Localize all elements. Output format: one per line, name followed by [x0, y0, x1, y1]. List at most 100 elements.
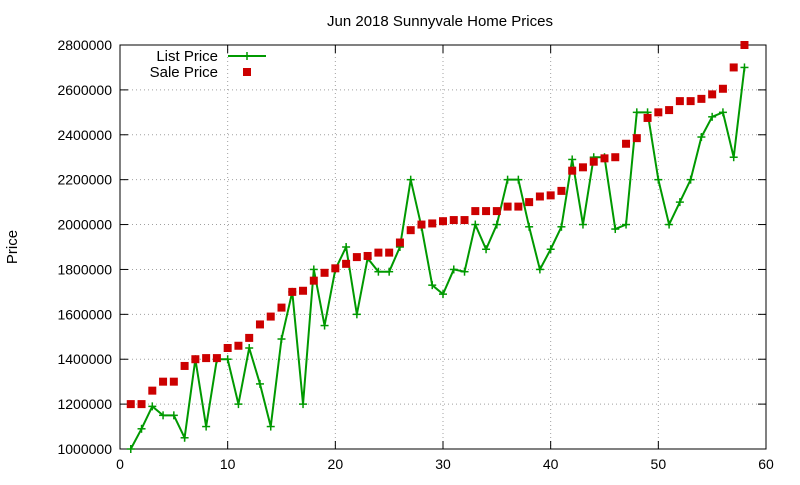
- sale-price-point: [654, 108, 663, 117]
- legend-label: List Price: [156, 48, 218, 65]
- y-tick-label: 1000000: [57, 441, 112, 457]
- sale-price-point: [460, 216, 469, 225]
- sale-price-point: [525, 198, 534, 207]
- sale-price-point: [331, 264, 340, 273]
- chart-title: Jun 2018 Sunnyvale Home Prices: [327, 13, 553, 30]
- sale-price-point: [675, 97, 684, 106]
- sale-price-point: [578, 163, 587, 172]
- sale-price-point: [126, 400, 135, 409]
- y-tick-label: 1800000: [57, 261, 112, 277]
- sale-price-point: [223, 344, 232, 352]
- gridlines: [120, 45, 766, 449]
- list-price-point: [525, 222, 534, 231]
- legend-square-marker: [243, 68, 251, 76]
- sale-price-point: [234, 341, 243, 350]
- sale-price-point: [212, 354, 221, 363]
- x-tick-label: 10: [220, 456, 236, 472]
- list-price-point: [169, 411, 178, 420]
- y-tick-label: 2600000: [57, 82, 112, 98]
- list-price-point: [255, 379, 264, 388]
- list-price-point: [568, 155, 577, 164]
- list-price-point: [385, 267, 394, 276]
- sale-price-point: [740, 41, 749, 49]
- list-price-point: [180, 433, 189, 442]
- list-price-point: [159, 411, 168, 420]
- sale-price-point: [320, 268, 329, 277]
- x-tick-label: 40: [543, 456, 559, 472]
- list-price-point: [277, 335, 286, 344]
- y-tick-label: 2200000: [57, 172, 112, 188]
- list-price-point: [675, 198, 684, 207]
- sale-price-point: [277, 303, 286, 312]
- sale-price-point: [535, 192, 544, 201]
- list-price-point: [514, 175, 523, 184]
- list-price-point: [546, 245, 555, 254]
- list-price-point: [718, 108, 727, 117]
- list-price-point: [654, 175, 663, 184]
- sale-price-point: [718, 84, 727, 93]
- list-price-point: [439, 290, 447, 299]
- sale-price-point: [395, 238, 404, 247]
- sale-price-point: [708, 90, 717, 99]
- list-price-point: [234, 400, 243, 409]
- sale-price-point: [255, 320, 264, 329]
- sale-price-point: [622, 139, 631, 148]
- sale-price-point: [309, 276, 318, 285]
- sale-price-point: [611, 153, 620, 162]
- sale-price-point: [245, 333, 254, 342]
- sale-price-point: [137, 400, 146, 409]
- list-price-point: [137, 424, 146, 433]
- sale-price-point: [665, 106, 674, 115]
- sale-price-point: [589, 157, 598, 166]
- x-tick-label: 20: [328, 456, 344, 472]
- x-tick-label: 30: [435, 456, 451, 472]
- list-price-point: [557, 222, 566, 231]
- y-tick-label: 2800000: [57, 37, 112, 53]
- sale-price-point: [471, 207, 480, 216]
- sale-price-point: [169, 377, 178, 386]
- list-price-point: [449, 265, 458, 274]
- sale-price-point: [514, 202, 523, 211]
- y-tick-label: 1400000: [57, 351, 112, 367]
- sale-price-point: [288, 287, 297, 296]
- sale-price-point: [482, 207, 491, 216]
- list-price-point: [406, 175, 415, 184]
- x-tick-label: 0: [116, 456, 124, 472]
- list-price-point: [148, 402, 157, 411]
- list-price-point: [352, 310, 361, 319]
- list-price-point: [320, 321, 329, 330]
- x-tick-label: 50: [651, 456, 667, 472]
- series-sale-price: [126, 41, 749, 409]
- sale-price-point: [600, 154, 609, 163]
- list-price-point: [223, 355, 232, 364]
- sale-price-point: [503, 202, 512, 211]
- y-tick-label: 1200000: [57, 396, 112, 412]
- sale-price-point: [180, 361, 189, 370]
- list-price-point: [740, 63, 749, 72]
- list-price-point: [245, 344, 254, 352]
- sale-price-point: [385, 248, 394, 257]
- list-price-point: [266, 422, 275, 431]
- sale-price-point: [546, 191, 555, 200]
- list-price-point: [697, 133, 706, 142]
- sale-price-point: [202, 354, 211, 363]
- y-tick-label: 2400000: [57, 127, 112, 143]
- sale-price-point: [632, 134, 641, 143]
- list-price-point: [503, 175, 512, 184]
- list-price-point: [578, 220, 587, 229]
- y-tick-label: 2000000: [57, 217, 112, 233]
- legend-plus-marker: [243, 52, 251, 60]
- y-axis-label: Price: [4, 230, 21, 264]
- legend-label: Sale Price: [150, 64, 218, 81]
- sale-price-point: [266, 312, 275, 321]
- list-price-point: [126, 445, 135, 453]
- sale-price-point: [363, 251, 372, 260]
- series-layer: [126, 41, 749, 453]
- sale-price-point: [643, 113, 652, 122]
- y-tick-label: 1600000: [57, 306, 112, 322]
- list-price-point: [299, 400, 308, 409]
- list-price-point: [342, 243, 351, 251]
